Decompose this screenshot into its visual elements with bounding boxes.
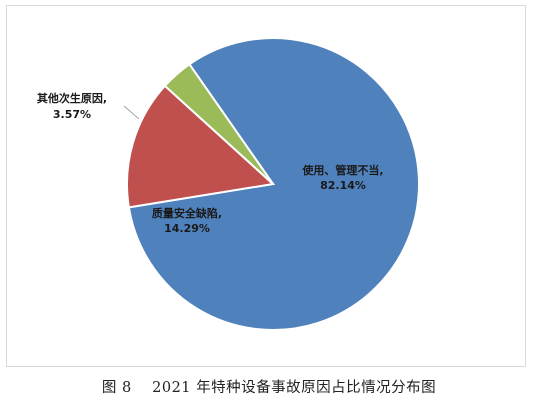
chart-frame: 使用、管理不当, 82.14% 质量安全缺陷, 14.29% 其他次生原因, 3… (6, 5, 526, 367)
slice-other (163, 62, 274, 185)
label-defect-name: 质量安全缺陷, (152, 206, 222, 220)
pie-slices (126, 37, 420, 331)
slice-defect (126, 84, 276, 209)
figure-caption: 图 8 2021 年特种设备事故原因占比情况分布图 (0, 376, 538, 397)
label-other-value: 3.57% (53, 108, 91, 121)
label-misuse-name: 使用、管理不当, (301, 163, 383, 177)
figure-number: 图 8 (101, 380, 132, 396)
label-misuse-value: 82.14% (320, 179, 366, 192)
leader-line-other (123, 105, 140, 120)
figure-title: 2021 年特种设备事故原因占比情况分布图 (152, 380, 437, 396)
label-other-name: 其他次生原因, (37, 91, 107, 105)
pie-chart: 使用、管理不当, 82.14% 质量安全缺陷, 14.29% 其他次生原因, 3… (37, 37, 420, 331)
label-defect-value: 14.29% (164, 222, 210, 235)
